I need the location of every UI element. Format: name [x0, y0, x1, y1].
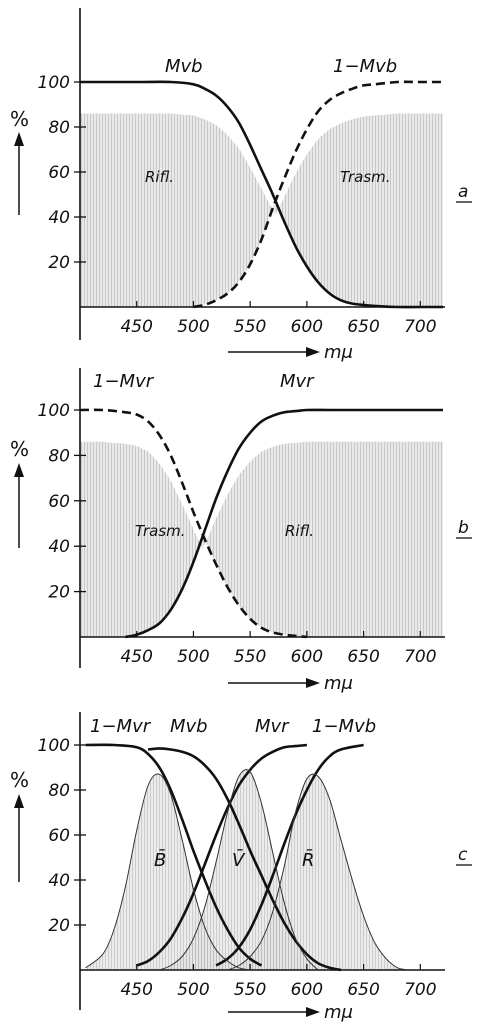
- panel-a-y-tick-label: 20: [48, 253, 70, 273]
- panel-c-x-tick-label: 700: [404, 980, 436, 1000]
- panel-c-shaded-region: [85, 769, 409, 970]
- panel-b-label-mvr: Mvr: [280, 371, 315, 392]
- panel-a-label-rifl: Rifl.: [145, 168, 174, 186]
- panel-a-curves: [80, 80, 443, 309]
- panel-b-chart: 20 40 60 80 100 450 500 550 600 650 700 % 1−Mvr M…: [10, 368, 472, 694]
- panel-c-x-tick-label: 550: [234, 980, 266, 1000]
- panel-b-series-mvr-line: [125, 408, 443, 639]
- panel-c-label-b-bar: B̄: [154, 849, 166, 871]
- panel-c-series-r-fill: [227, 774, 409, 970]
- panel-b-unit-arrow: [228, 678, 320, 688]
- panel-c-y-ticks: 20 40 60 80 100: [38, 736, 86, 936]
- panel-c-series-mvb-line: [147, 747, 342, 972]
- panel-b-unit-label: mμ: [324, 673, 353, 694]
- panel-b-up-arrow: [14, 463, 24, 548]
- panel-c-unit-arrow: [228, 1007, 320, 1017]
- panel-c-series-v-line: [159, 769, 319, 971]
- panel-a-y-ticks: 20 40 60 80 100: [38, 73, 86, 273]
- panel-b-x-tick-label: 500: [177, 647, 209, 667]
- panel-a-texture-area: [80, 113, 443, 307]
- panel-c-y-tick-label: 60: [48, 826, 70, 846]
- panel-c-series-r-line: [227, 773, 410, 971]
- panel-b-x-tick-label: 550: [234, 647, 266, 667]
- panel-b-series-1mvr-line: [79, 408, 308, 639]
- panel-b-curves: [79, 408, 443, 639]
- panel-b-x-tick-label: 700: [404, 647, 436, 667]
- panel-b-label-rifl: Rifl.: [285, 522, 314, 540]
- panel-b-x-tick-label: 600: [291, 647, 323, 667]
- panel-a-x-tick-label: 550: [234, 317, 266, 337]
- panel-c-x-ticks: 450 500 550 600 650 700: [120, 964, 437, 1000]
- panel-b-x-tick-label: 450: [120, 647, 152, 667]
- panel-c-label-mvr: Mvr: [255, 716, 290, 737]
- panel-b-label-trasm: Trasm.: [135, 522, 186, 540]
- panel-b-y-tick-label: 60: [48, 492, 70, 512]
- panel-b-x-ticks: 450 500 550 600 650 700: [120, 631, 437, 667]
- panel-c-series-1mvb-line: [215, 743, 364, 967]
- panel-c-series-b-line: [85, 773, 251, 971]
- panel-a-shaded-region: [80, 113, 443, 307]
- panel-c-label-v-bar: V̄: [232, 849, 246, 871]
- panel-a-y-tick-label: 60: [48, 163, 70, 183]
- panel-c-x-tick-label: 500: [177, 980, 209, 1000]
- panel-a-label-trasm: Trasm.: [340, 168, 391, 186]
- panel-a-y-tick-label: 100: [38, 73, 70, 93]
- panel-c-curves: [85, 743, 410, 972]
- panel-b-y-tick-label: 20: [48, 583, 70, 603]
- panel-b-percent-label: %: [10, 437, 29, 461]
- panel-c-y-tick-label: 100: [38, 736, 70, 756]
- panel-b-texture-area: [80, 441, 443, 637]
- panel-c-chart: 20 40 60 80 100 450 500 550 600 650 700 % 1−Mvr M…: [10, 712, 472, 1023]
- panel-b-letter: b: [458, 518, 469, 538]
- panel-b-y-ticks: 20 40 60 80 100: [38, 401, 86, 603]
- panel-a-x-ticks: 450 500 550 600 650 700: [120, 301, 437, 337]
- panel-c-letter: c: [458, 845, 468, 865]
- panel-c-label-mvb: Mvb: [170, 716, 208, 737]
- panel-c-y-tick-label: 80: [48, 781, 70, 801]
- panel-c-label-r-bar: R̄: [302, 849, 315, 871]
- panel-a-x-tick-label: 450: [120, 317, 152, 337]
- panel-c-unit-label: mμ: [324, 1002, 353, 1023]
- panel-a-series-mvb-line: [80, 80, 443, 309]
- panel-c-percent-label: %: [10, 768, 29, 792]
- panel-a-x-tick-label: 650: [347, 317, 379, 337]
- panel-c-y-tick-label: 20: [48, 916, 70, 936]
- panel-c-x-tick-label: 600: [291, 980, 323, 1000]
- panel-c-up-arrow: [14, 794, 24, 882]
- panel-a-x-tick-label: 700: [404, 317, 436, 337]
- panel-a-y-tick-label: 40: [48, 208, 70, 228]
- panel-c-x-tick-label: 450: [120, 980, 152, 1000]
- panel-a-chart: 20 40 60 80 100 450 500 550 600 650 700 % Mvb 1−M…: [10, 8, 472, 363]
- panel-a-up-arrow: [14, 132, 24, 215]
- panel-b-y-tick-label: 40: [48, 537, 70, 557]
- panel-c-y-tick-label: 40: [48, 871, 70, 891]
- panel-c-series-1mvr-line: [85, 743, 263, 967]
- panel-b-shaded-region: [80, 441, 443, 637]
- panel-b-y-tick-label: 100: [38, 401, 70, 421]
- panel-c-series-mvr-line: [136, 743, 308, 967]
- panel-a-percent-label: %: [10, 107, 29, 131]
- panel-a-unit-label: mμ: [324, 342, 353, 363]
- panel-c-series-b-fill: [85, 773, 251, 970]
- panel-a-label-mvb: Mvb: [165, 56, 203, 77]
- panel-b-label-1mvr: 1−Mvr: [93, 371, 155, 392]
- panel-a-unit-arrow: [228, 347, 320, 357]
- panel-a-x-tick-label: 500: [177, 317, 209, 337]
- panel-a-y-tick-label: 80: [48, 118, 70, 138]
- panel-a-x-tick-label: 600: [291, 317, 323, 337]
- panel-a-letter: a: [458, 182, 468, 202]
- panel-a-label-1mvb: 1−Mvb: [333, 56, 397, 77]
- panel-b-y-tick-label: 80: [48, 446, 70, 466]
- panel-b-x-tick-label: 650: [347, 647, 379, 667]
- panel-c-x-tick-label: 650: [347, 980, 379, 1000]
- panel-c-label-1mvr: 1−Mvr: [90, 716, 152, 737]
- panel-c-label-1mvb: 1−Mvb: [312, 716, 376, 737]
